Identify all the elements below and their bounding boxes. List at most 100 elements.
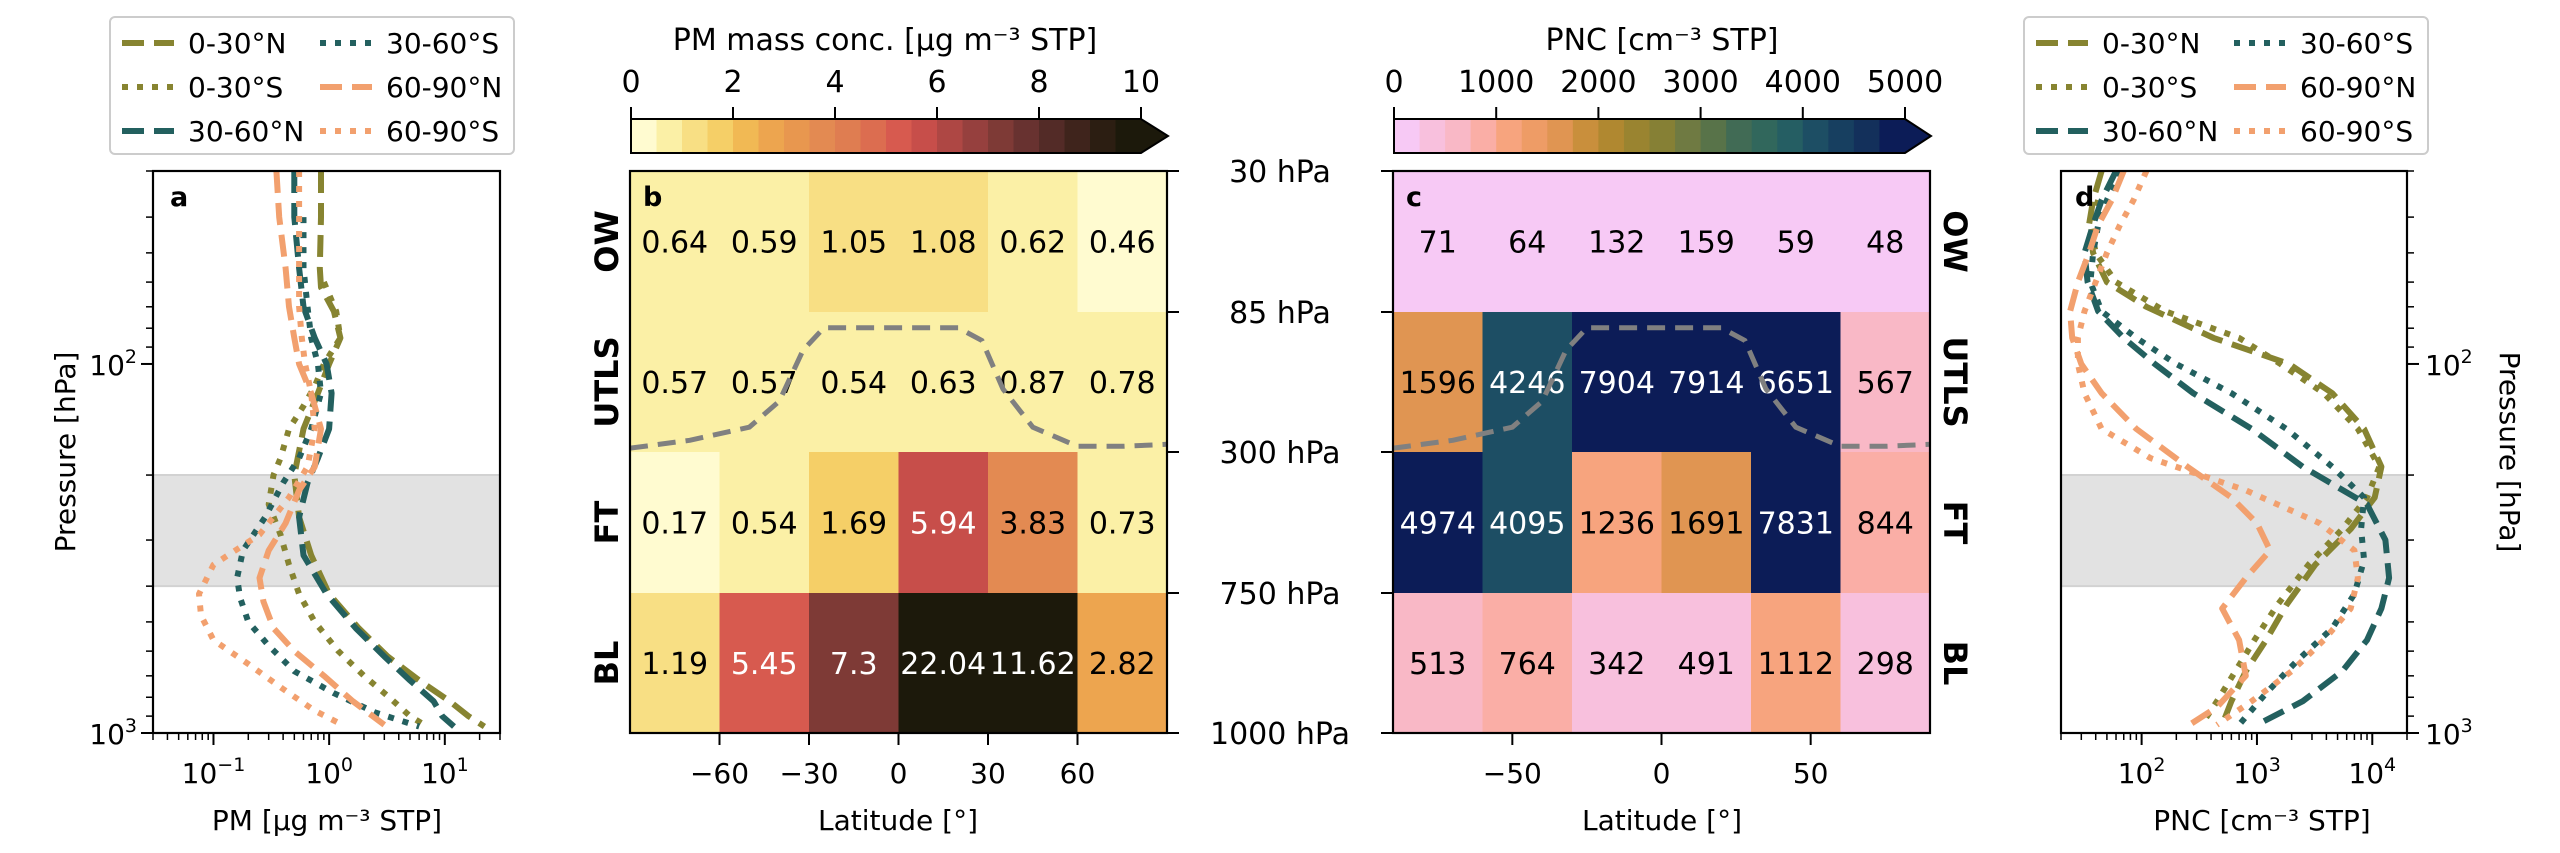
heatmap-cell — [630, 593, 720, 734]
colorbar-tick-label: 2000 — [1560, 65, 1636, 100]
heatmap-cell — [719, 171, 810, 313]
colorbar-outline — [630, 118, 1170, 154]
pressure-level-label: 30 hPa — [1229, 155, 1331, 190]
heatmap-cell — [988, 171, 1078, 313]
axis-ticks: 102 103 104 102 103 — [2060, 170, 2473, 790]
cell-value: 1.05 — [820, 226, 887, 261]
cell-value: 5.45 — [731, 647, 798, 682]
plot-frame — [151, 169, 502, 735]
series-line-30-60°N — [291, 171, 456, 729]
series-line-30-60°S — [234, 217, 421, 730]
colorbar-swatch — [656, 119, 683, 153]
pressure-level-label: 85 hPa — [1229, 296, 1331, 331]
colorbar-swatch — [1802, 119, 1829, 153]
colorbar-swatch — [1394, 119, 1421, 153]
colorbar-swatch — [1572, 119, 1599, 153]
legend-label: 30-60°N — [188, 115, 304, 148]
cell-value: 0.73 — [1089, 507, 1156, 542]
colorbar-swatch — [1547, 119, 1574, 153]
colorbar-outline — [1393, 118, 1933, 154]
colorbar-swatch — [1828, 119, 1855, 153]
panel-label: a — [170, 182, 188, 213]
heatmap-cell — [719, 312, 810, 453]
cell-value: 0.78 — [1089, 366, 1156, 401]
cell-value: 7831 — [1758, 507, 1834, 542]
colorbar-swatch — [835, 119, 862, 153]
cell-value: 1.69 — [820, 507, 887, 542]
cell-value: 1236 — [1579, 507, 1655, 542]
heatmap-cell — [719, 593, 810, 734]
profile-lines — [196, 171, 487, 730]
x-axis-label: Latitude [°] — [1582, 804, 1742, 837]
legend-label: 30-60°N — [2102, 115, 2218, 148]
heatmap-cell — [630, 452, 720, 594]
cell-value: 1.19 — [641, 647, 708, 682]
colorbar-swatch — [1064, 119, 1091, 153]
legend-label: 60-90°N — [386, 71, 502, 104]
cell-value: 0.59 — [731, 226, 798, 261]
legend-label: 0-30°S — [2102, 71, 2197, 104]
heatmap-cell — [1840, 452, 1931, 594]
colorbar-swatch — [1039, 119, 1066, 153]
heatmap-cell — [809, 593, 899, 734]
cell-value: 844 — [1857, 507, 1914, 542]
cell-value: 298 — [1857, 647, 1914, 682]
colorbar-swatch — [1115, 119, 1142, 153]
colorbar-swatch — [1777, 119, 1804, 153]
x-tick-label: −50 — [1483, 757, 1542, 790]
heatmap-cell — [1661, 452, 1752, 594]
cell-value: 22.04 — [900, 647, 986, 682]
heatmap-cell — [809, 452, 899, 594]
row-labels: OW UTLS FT BL — [1936, 210, 1974, 685]
x-tick-label: 30 — [970, 757, 1006, 790]
panel-b-pm-heatmap: 0 2 4 6 8 10 PM mass conc. [μg m⁻³ STP] 0.64 0… — [588, 23, 1179, 837]
cell-value: 0.17 — [641, 507, 708, 542]
x-axis-label: PNC [cm⁻³ STP] — [2153, 804, 2370, 837]
shaded-band-rect — [153, 475, 500, 587]
row-label: UTLS — [588, 336, 626, 427]
legend-panel-a: 0-30°N 0-30°S 30-60°N 30-60°S 60-90°N 60-90°S — [109, 16, 515, 155]
colorbar-swatch — [962, 119, 989, 153]
tropopause-dashed-line — [630, 325, 1167, 451]
cell-value: 6651 — [1758, 366, 1834, 401]
colorbar-label: PM mass conc. [μg m⁻³ STP] — [673, 23, 1098, 58]
colorbar-tick-label: 8 — [1029, 65, 1048, 100]
pressure-level-labels: 30 hPa 85 hPa 300 hPa 750 hPa 1000 hPa — [1210, 155, 1350, 752]
heatmap-cell — [1077, 171, 1168, 313]
x-tick-label: 0 — [1653, 757, 1671, 790]
legend-label: 60-90°N — [2300, 71, 2416, 104]
axis-ticks: −50 0 50 — [1381, 170, 1828, 790]
x-axis-label: Latitude [°] — [818, 804, 978, 837]
cell-value: 3.83 — [999, 507, 1066, 542]
colorbar-tick-label: 2 — [723, 65, 742, 100]
colorbar-swatch — [1726, 119, 1753, 153]
panel-d-pnc-profile: 102 103 104 102 103 d Pressure [hPa] PNC [cm… — [2059, 169, 2526, 837]
colorbar-swatch — [886, 119, 913, 153]
row-label: OW — [588, 210, 626, 273]
heatmap-cell — [988, 452, 1078, 594]
heatmap-cells: 71 64 132 159 59 48 1596 4246 7904 7914 6651 567 497… — [1393, 171, 1931, 734]
heatmap-cell — [1077, 312, 1168, 453]
y-tick-label: 103 — [89, 715, 137, 751]
heatmap-cell — [1393, 452, 1483, 594]
cell-value: 2.82 — [1089, 647, 1156, 682]
heatmap-cell — [1751, 593, 1841, 734]
colorbar-swatch — [809, 119, 836, 153]
heatmap-cell — [809, 171, 899, 313]
legend-panel-d: 0-30°N 0-30°S 30-60°N 30-60°S 60-90°N 60-90°S — [2023, 16, 2429, 155]
cell-value: 0.87 — [999, 366, 1066, 401]
x-tick-label: −30 — [779, 757, 838, 790]
cell-value: 159 — [1678, 226, 1735, 261]
heatmap-cell — [898, 452, 989, 594]
colorbar-tick-label: 0 — [1384, 65, 1403, 100]
shaded-band — [2061, 474, 2407, 588]
row-labels: OW UTLS FT BL — [588, 210, 626, 685]
cell-value: 7.3 — [830, 647, 878, 682]
panel-label: c — [1406, 182, 1422, 213]
series-line-60-90°S — [196, 171, 344, 728]
panel-label: b — [643, 182, 662, 213]
row-label: BL — [588, 641, 626, 686]
colorbar-swatch — [758, 119, 785, 153]
cell-value: 491 — [1678, 647, 1735, 682]
